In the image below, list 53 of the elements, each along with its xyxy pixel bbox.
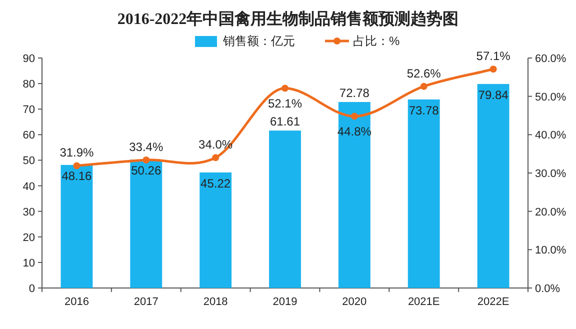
bar — [130, 160, 162, 288]
data-label: 73.78 — [408, 103, 440, 118]
x-tick-label: 2021E — [408, 296, 440, 308]
y-tick-label: 20 — [22, 232, 35, 244]
bar — [60, 164, 93, 288]
legend-label: 销售额：亿元 — [222, 34, 295, 48]
y-tick-label: 60 — [22, 130, 35, 142]
bar — [408, 99, 440, 288]
y2-tick-label: 20.0% — [535, 206, 566, 218]
bar — [477, 84, 510, 288]
bar — [338, 102, 370, 288]
y-tick-label: 0 — [28, 283, 35, 295]
data-label: 57.1% — [476, 49, 511, 64]
point — [490, 66, 497, 73]
y-tick-label: 10 — [22, 257, 35, 270]
data-label: 31.9% — [60, 146, 94, 160]
data-label: 52.1% — [268, 96, 302, 110]
y-tick-label: 30 — [22, 206, 35, 218]
y-tick-label: 70 — [22, 104, 35, 116]
data-label: 52.6% — [406, 66, 442, 80]
data-label: 45.22 — [200, 176, 231, 190]
point — [420, 82, 428, 90]
point — [282, 84, 288, 92]
y-tick-label: 50 — [22, 155, 35, 168]
data-label: 61.61 — [270, 114, 300, 129]
y2-tick-label: 40.0% — [535, 130, 566, 142]
data-label: 79.84 — [478, 88, 509, 102]
data-label: 50.26 — [131, 164, 162, 178]
x-tick-label: 2017 — [134, 296, 158, 308]
y2-tick-label: 0.0% — [535, 283, 560, 295]
y2-tick-label: 50.0% — [535, 91, 566, 104]
data-label: 72.78 — [339, 86, 370, 100]
point — [212, 154, 220, 162]
x-tick-label: 2018 — [203, 296, 228, 308]
y-tick-label: 40 — [22, 180, 35, 193]
point — [350, 112, 358, 120]
y-tick-label: 80 — [22, 78, 35, 91]
bar — [200, 172, 232, 288]
point — [142, 156, 150, 164]
y-tick-label: 90 — [22, 53, 35, 65]
y2-tick-label: 10.0% — [535, 244, 566, 257]
y2-tick-label: 30.0% — [535, 168, 566, 180]
x-tick-label: 2022E — [477, 296, 510, 308]
y2-tick-label: 60.0% — [535, 53, 566, 65]
data-label: 33.4% — [129, 140, 164, 154]
legend-label: 占比：% — [353, 34, 400, 48]
chart-title: 2016-2022年中国禽用生物制品销售额预测趋势图 — [117, 10, 459, 28]
x-tick-label: 2019 — [272, 296, 298, 308]
data-label: 48.16 — [62, 168, 92, 183]
x-tick-label: 2020 — [342, 296, 367, 308]
bar — [269, 130, 301, 288]
x-tick-label: 2016 — [64, 296, 89, 308]
point — [73, 162, 80, 170]
